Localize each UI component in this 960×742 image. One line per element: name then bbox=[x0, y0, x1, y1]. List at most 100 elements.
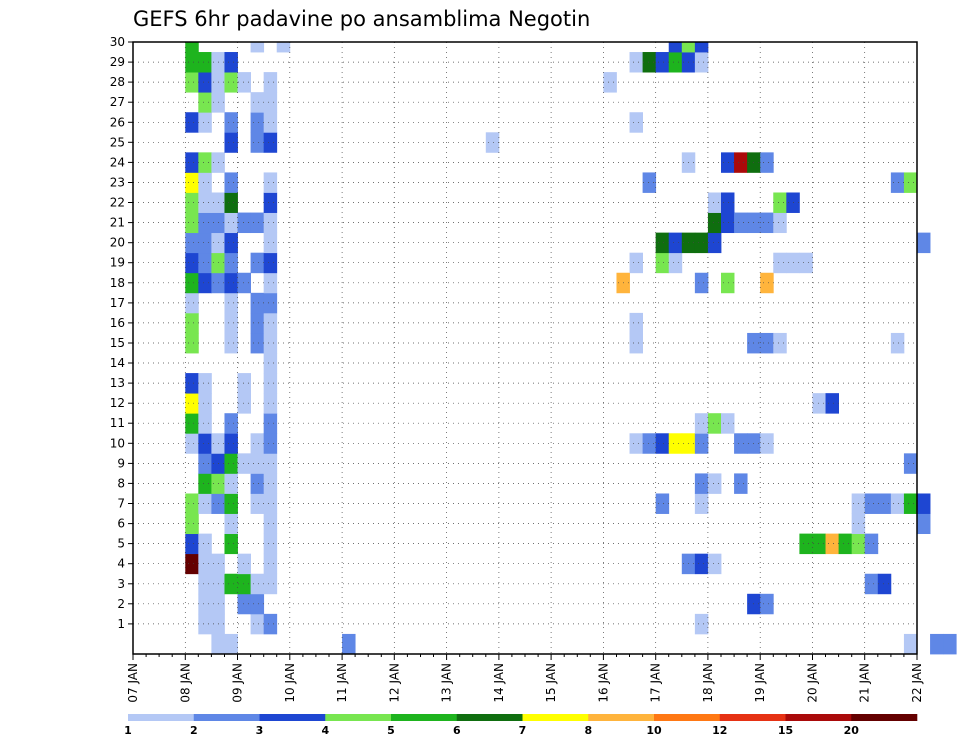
heat-cell bbox=[185, 312, 199, 334]
heat-cell bbox=[224, 232, 238, 254]
y-tick-label: 16 bbox=[110, 316, 125, 330]
heat-cell bbox=[917, 513, 931, 535]
heat-cell bbox=[237, 553, 251, 575]
heat-cell bbox=[224, 573, 238, 595]
heat-cell bbox=[642, 433, 657, 454]
heat-cell bbox=[668, 433, 683, 454]
heat-cell bbox=[694, 473, 709, 494]
heat-cell bbox=[224, 473, 238, 494]
heat-cell bbox=[185, 513, 199, 535]
heat-cell bbox=[224, 413, 238, 434]
heat-cell bbox=[485, 132, 500, 153]
heat-cell bbox=[198, 393, 212, 414]
heat-cell bbox=[250, 613, 265, 635]
colorbar-segment bbox=[259, 714, 326, 721]
heat-cell bbox=[185, 252, 199, 274]
plot-frame bbox=[132, 41, 918, 655]
heat-cell bbox=[224, 292, 238, 314]
heat-cell bbox=[185, 292, 199, 314]
y-tick-label: 20 bbox=[110, 236, 125, 250]
heat-cell bbox=[642, 52, 657, 73]
heat-cell bbox=[185, 553, 199, 575]
heat-cell bbox=[263, 312, 278, 334]
heat-cell bbox=[760, 152, 774, 173]
heat-cell bbox=[237, 393, 251, 414]
heat-cell bbox=[224, 493, 238, 514]
heat-cell bbox=[185, 413, 199, 434]
x-tick-label: 19 JAN bbox=[753, 663, 767, 703]
y-tick-label: 9 bbox=[117, 456, 125, 470]
heat-cell bbox=[198, 593, 212, 615]
y-tick-label: 22 bbox=[110, 196, 125, 210]
heat-cell bbox=[185, 42, 199, 53]
heat-cell bbox=[760, 272, 774, 294]
heat-cell bbox=[224, 132, 238, 153]
heat-cell bbox=[890, 172, 905, 193]
heat-cell bbox=[812, 533, 826, 555]
heat-cell bbox=[198, 152, 212, 173]
colorbar-segment bbox=[785, 714, 852, 721]
heat-cell bbox=[237, 272, 251, 294]
heat-cell bbox=[263, 573, 278, 595]
colorbar-label: 15 bbox=[778, 724, 793, 737]
heat-cell bbox=[198, 413, 212, 434]
heat-cell bbox=[185, 533, 199, 555]
y-tick-label: 21 bbox=[110, 216, 125, 230]
x-tick-label: 07 JAN bbox=[126, 663, 140, 703]
heat-cell bbox=[721, 212, 735, 234]
heat-cell bbox=[825, 393, 839, 414]
heat-cell bbox=[224, 513, 238, 535]
colorbar-segment bbox=[193, 714, 260, 721]
y-tick-label: 12 bbox=[110, 396, 125, 410]
heat-cell bbox=[237, 373, 251, 394]
heat-cell bbox=[655, 433, 670, 454]
colorbar-label: 5 bbox=[387, 724, 395, 737]
heat-cell bbox=[760, 593, 774, 615]
heat-cell bbox=[237, 453, 251, 474]
x-axis: 07 JAN 08 JAN 09 JAN 10 JAN 11 JAN 12 JAN 13 J… bbox=[126, 654, 924, 703]
heat-cell bbox=[263, 332, 278, 354]
heat-cell bbox=[198, 232, 212, 254]
heat-cell bbox=[825, 533, 839, 555]
heat-cell bbox=[263, 232, 278, 254]
heat-cell bbox=[694, 613, 709, 635]
heat-cell bbox=[263, 132, 278, 153]
colorbar-label: 12 bbox=[712, 724, 727, 737]
heat-cell bbox=[198, 192, 212, 213]
x-tick-label: 13 JAN bbox=[440, 663, 454, 703]
heat-cell bbox=[864, 493, 879, 514]
heat-cell bbox=[185, 52, 199, 73]
heat-cell bbox=[263, 192, 278, 213]
heat-cell bbox=[864, 533, 879, 555]
heat-cell bbox=[263, 533, 278, 555]
heat-cell bbox=[943, 633, 957, 655]
heat-cell bbox=[198, 493, 212, 514]
y-tick-label: 30 bbox=[110, 35, 125, 49]
heat-cell bbox=[629, 433, 643, 454]
heat-cell bbox=[760, 433, 774, 454]
heat-cell bbox=[799, 252, 813, 274]
heat-cell bbox=[629, 52, 643, 73]
y-tick-label: 11 bbox=[110, 416, 125, 430]
heat-cell bbox=[185, 112, 199, 133]
heat-cell bbox=[877, 493, 892, 514]
heat-cell bbox=[198, 573, 212, 595]
heat-cell bbox=[198, 252, 212, 274]
heat-cell bbox=[629, 112, 643, 133]
heat-cell bbox=[185, 393, 199, 414]
colorbar-segment bbox=[325, 714, 392, 721]
heat-cell bbox=[263, 72, 278, 93]
heat-cell bbox=[185, 493, 199, 514]
heat-cell bbox=[655, 252, 670, 274]
heat-cell bbox=[276, 42, 291, 53]
cells-layer bbox=[185, 42, 957, 655]
x-tick-label: 11 JAN bbox=[335, 663, 349, 703]
heat-cell bbox=[721, 413, 735, 434]
heat-cell bbox=[185, 212, 199, 234]
heat-cell bbox=[263, 493, 278, 514]
heat-cell bbox=[694, 493, 709, 514]
heat-cell bbox=[198, 72, 212, 93]
heat-cell bbox=[721, 152, 735, 173]
heat-cell bbox=[224, 192, 238, 213]
heat-cell bbox=[642, 172, 657, 193]
